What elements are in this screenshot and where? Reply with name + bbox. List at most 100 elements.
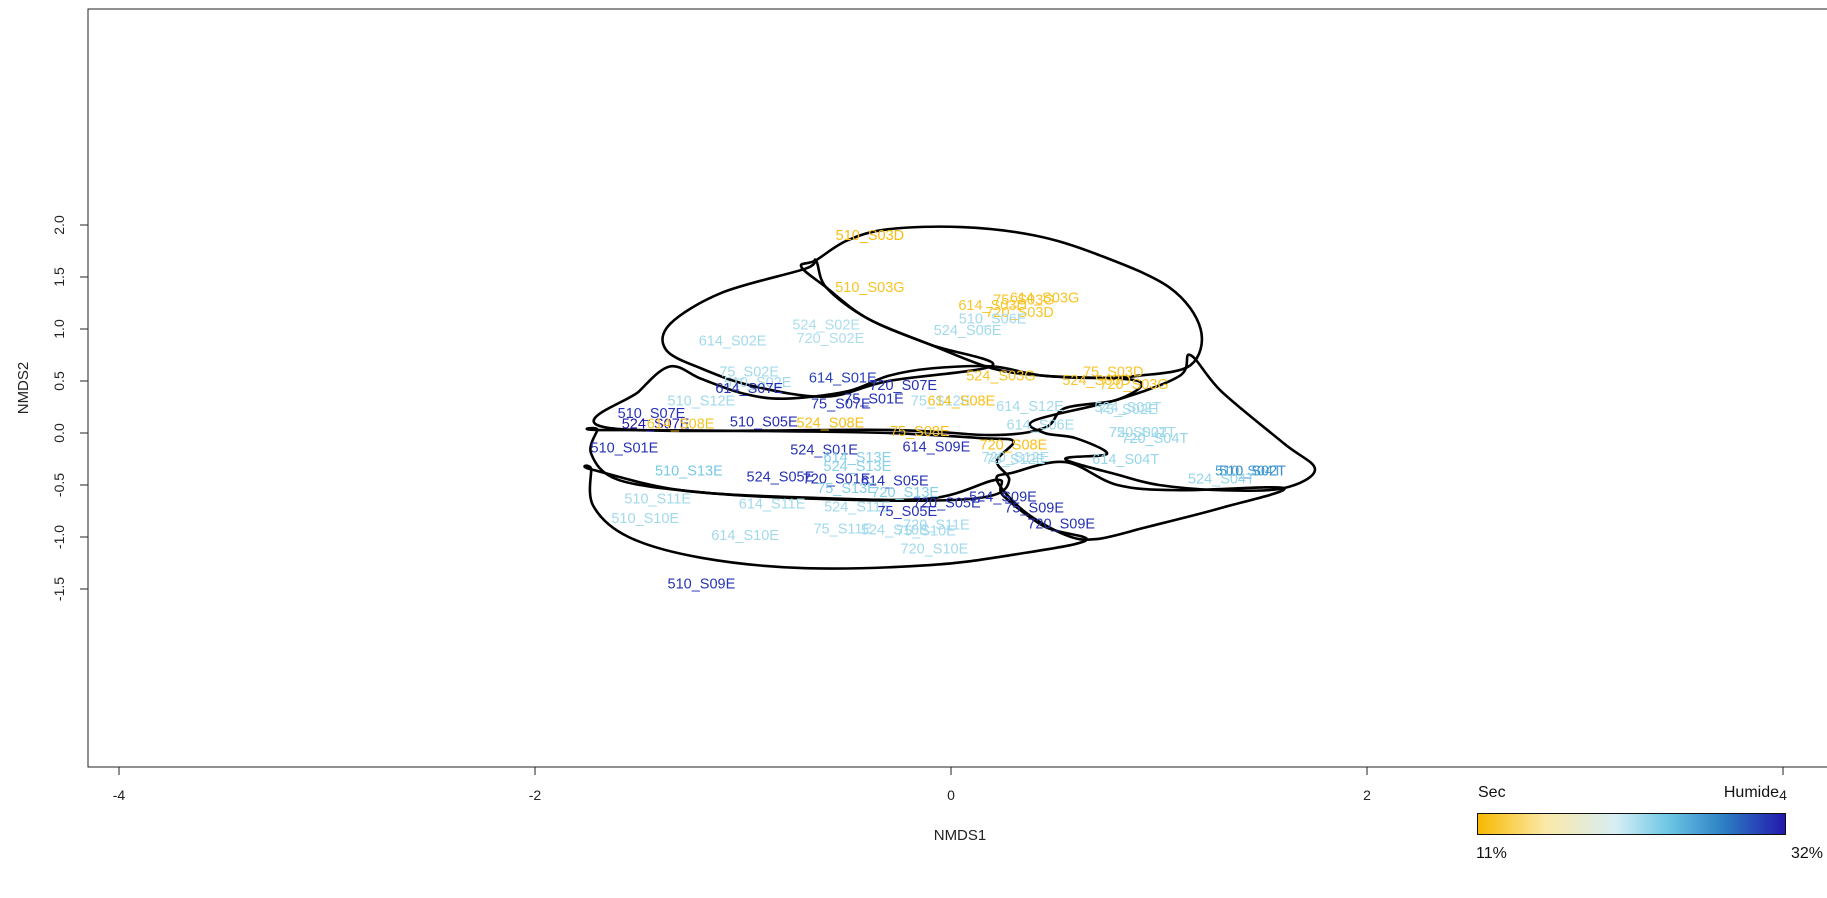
x-axis: -4 -2 0 2 4 [113,766,1787,803]
point-label: 614_S09E [903,439,971,455]
point-label: 75_S07E [811,397,871,413]
point-label: 720_S10E [901,541,969,557]
point-label: 614_S07E [715,381,783,397]
y-tick-label: 1.5 [51,267,67,287]
point-group: 510_S03D510_S03G75_S03G614_S03G614_S03D7… [591,228,1287,592]
point-label: 720_S09E [1027,516,1095,532]
point-label: 614_S08E [928,394,996,410]
x-axis-label: NMDS1 [934,827,987,844]
point-label: 75_S03D [1083,365,1143,381]
point-label: 75_S12E [986,452,1046,468]
point-label: 75_S02T [1109,425,1168,441]
point-label: 614_S10E [711,528,779,544]
point-label: 510_S04T [1215,463,1282,479]
point-label: 75_S08E [890,424,950,440]
colorbar-low-label: Sec [1478,784,1506,801]
y-axis-label: NMDS2 [15,362,32,415]
point-label: 614_S03D [958,298,1027,314]
point-label: 510_S07E [618,406,686,422]
hull-6 [995,460,1286,541]
x-tick-label: 0 [947,787,955,803]
hull-group [583,225,1317,570]
point-label: 524_S01E [790,443,858,459]
y-tick-label: 1.0 [51,319,67,339]
point-label: 720_S03D [985,305,1054,321]
hull-7 [1028,353,1317,492]
point-label: 524_S04T [1188,472,1255,488]
point-label: 510_S10E [611,511,679,527]
point-label: 720_S05E [913,496,981,512]
point-label: 75_S05E [877,504,937,520]
colorbar-high-label: Humide [1723,784,1779,801]
point-label: 720_S07E [869,378,937,394]
point-label: 75_S01E [844,392,904,408]
point-label: 614_S06E [1007,418,1075,434]
point-label: 510_S06E [959,311,1027,327]
point-label: 614_S01E [809,371,877,387]
point-label: 720_S03G [1099,377,1168,393]
x-tick-label: -2 [529,787,542,803]
point-label: 524_S03D [1062,373,1131,389]
point-label: 510_S09E [668,577,736,593]
point-label: 614_S03G [1010,291,1079,307]
x-tick-label: 4 [1779,787,1787,803]
point-label: 524_S09E [969,489,1037,505]
x-tick-label: 2 [1363,787,1371,803]
point-label: 510_S03G [835,280,904,296]
point-label: 510_S03D [836,228,905,244]
point-label: 614_S12E [996,399,1064,415]
point-label: 524_S05E [747,470,815,486]
point-label: 524_S13E [824,459,892,475]
point-label: 720_S01E [803,472,871,488]
point-label: 524_S03G [966,369,1035,385]
point-label: 75_S09E [1004,501,1064,517]
point-label: 510_S02T [1219,463,1286,479]
point-label: 510_S11E [624,491,691,507]
point-label: 75_S02E [719,365,779,381]
point-label: 720_S12E [982,450,1050,466]
point-label: 524_S10E [861,523,929,539]
point-label: 524_S08E [797,415,865,431]
y-axis: -1.5 -1.0 -0.5 0.0 0.5 1.0 1.5 2.0 [51,215,89,601]
point-label: 510_S05E [730,414,798,430]
y-tick-label: -0.5 [51,473,67,497]
point-label: 524_S11E [824,500,891,516]
y-tick-label: 0.5 [51,371,67,391]
point-label: 614_S13E [824,450,892,466]
colorbar [1477,813,1786,835]
point-label: 524_S02T [1094,400,1161,416]
point-label: 614_S05E [861,474,929,490]
point-label: 614_S02E [699,333,767,349]
point-label: 720_S02T [1109,425,1176,441]
point-label: 510_S12E [668,394,736,410]
point-label: 75_S02E [1098,402,1158,418]
hull-5 [583,464,1088,570]
point-label: 524_S06E [934,323,1002,339]
point-label: 720_S08E [980,437,1048,453]
point-label: 720_S11E [903,517,970,533]
point-label: 75_S10E [896,524,956,540]
colorbar-min-label: 11% [1476,845,1507,862]
point-label: 75_S11E [814,522,873,538]
point-label: 614_S04T [1092,452,1159,468]
point-label: 720_S02E [797,331,865,347]
hull-2 [661,258,995,398]
point-label: 510_S01E [591,440,659,456]
point-label: 510_S13E [655,463,723,479]
colorbar-max-label: 32% [1790,845,1823,862]
x-tick-label: -4 [113,787,126,803]
y-tick-label: 0.0 [51,423,67,443]
point-label: 75_S13E [817,481,877,497]
point-label: 524_S07E [622,417,690,433]
plot-frame [87,8,1827,768]
point-label: 75_S12E [911,394,971,410]
point-label: 75_S03G [993,293,1054,309]
point-label: 510_S02E [724,375,792,391]
y-tick-label: -1.0 [51,525,67,549]
point-label: 524_S02E [792,318,860,334]
point-label: 614_S11E [739,497,806,513]
point-label: 614_S08E [647,417,715,433]
y-tick-label: 2.0 [51,215,67,235]
y-tick-label: -1.5 [51,577,67,601]
